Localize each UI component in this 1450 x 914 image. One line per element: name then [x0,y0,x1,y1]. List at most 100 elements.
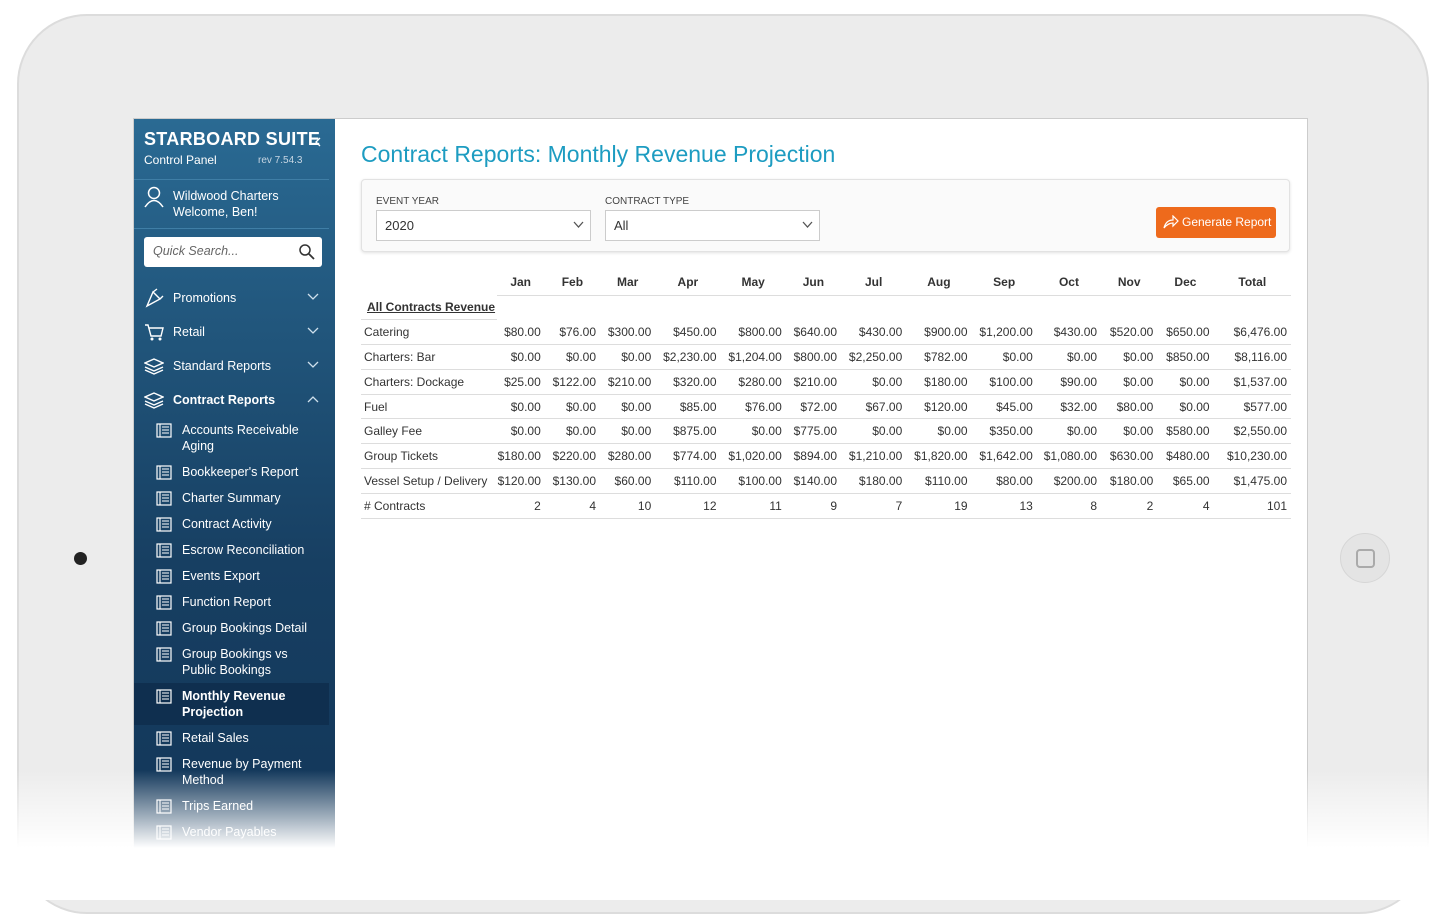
submenu-item[interactable]: Vendor Payables [134,819,329,845]
cell: 13 [971,493,1037,519]
menu-label: Promotions [173,291,237,305]
menu-label: Standard Reports [173,359,271,373]
menu: Promotions Retail Standard Reports Contract… [134,281,329,845]
submenu-item[interactable]: Group Bookings vs Public Bookings [134,641,329,683]
cell: $10,230.00 [1213,443,1291,470]
submenu-item[interactable]: Escrow Reconciliation [134,537,329,563]
cell: $2,230.00 [655,344,721,370]
column-header: Oct [1036,269,1102,296]
cell: $1,204.00 [720,344,786,370]
cell: $320.00 [655,369,721,395]
generate-button[interactable]: Generate Report [1156,207,1276,238]
cell: $1,200.00 [971,319,1037,346]
menu-item[interactable]: Retail [134,315,329,349]
search-box[interactable]: Quick Search... [144,237,322,267]
submenu-item[interactable]: Contract Activity [134,511,329,537]
cell: $0.00 [544,394,601,420]
cell: $1,020.00 [720,443,786,470]
submenu-item[interactable]: Accounts Receivable Aging [134,417,329,459]
submenu-item[interactable]: Retail Sales [134,725,329,751]
cell: $25.00 [496,369,545,395]
column-header: Apr [655,269,721,296]
cell: $0.00 [841,418,907,445]
chevron [307,396,319,403]
column-header: May [720,269,786,296]
submenu-item[interactable]: Group Bookings Detail [134,615,329,641]
column-header: Mar [600,269,656,296]
cell: $0.00 [600,418,656,445]
cell: $220.00 [544,443,601,470]
collapse-icon[interactable] [314,137,322,147]
cell: $110.00 [906,468,972,494]
table-row: Vessel Setup / Delivery $120.00 $130.00 $60… [361,468,1291,494]
cell: $280.00 [720,369,786,395]
brand[interactable]: STARBOARD SUITE [144,129,321,149]
cell: $110.00 [655,468,721,494]
cell: $0.00 [841,369,907,395]
row-label: Galley Fee [361,418,497,445]
row-label: Group Tickets [361,443,497,470]
cell: $0.00 [544,418,601,445]
column-header: Jun [785,269,842,296]
cell: $800.00 [785,344,842,370]
submenu-item[interactable]: Bookkeeper's Report [134,459,329,485]
report-icon [156,595,172,610]
cell: 11 [720,493,786,519]
cell: $120.00 [496,468,545,494]
submenu-item[interactable]: Function Report [134,589,329,615]
version: rev 7.54.3 [258,155,303,166]
cell: $80.00 [971,468,1037,494]
submenu-item[interactable]: Trips Earned [134,793,329,819]
report-table: Jan Feb Mar Apr May Jun Jul Aug Sep Oct Nov Dec Tota… [361,269,1291,519]
cell: $180.00 [906,369,972,395]
column-header: Jul [841,269,907,296]
submenu-label: Accounts Receivable Aging [182,423,299,453]
cell: $0.00 [1101,369,1158,395]
chevron [307,361,319,368]
submenu-item[interactable]: Charter Summary [134,485,329,511]
filter-label: EVENT YEAR [376,196,439,207]
table-row: Fuel $0.00 $0.00 $0.00 $85.00 $76.00 $72.00 $67… [361,394,1291,420]
cell: $0.00 [1036,418,1102,445]
submenu-label: Retail Sales [182,731,249,745]
submenu-item[interactable]: Monthly Revenue Projection [134,683,329,725]
report-icon [156,799,172,814]
chevron [307,293,319,300]
dropdown-arrow [573,221,584,228]
column-header: Aug [906,269,972,296]
cell: $45.00 [971,394,1037,420]
cell: 12 [655,493,721,519]
cell: $1,820.00 [906,443,972,470]
cell: 9 [785,493,842,519]
page-title: Contract Reports: Monthly Revenue Projec… [361,141,836,167]
report-icon [156,491,172,506]
row-label: Catering [361,319,497,346]
cell: $774.00 [655,443,721,470]
cell: $180.00 [841,468,907,494]
cell: $0.00 [496,394,545,420]
header-cell [361,269,497,295]
cell: $76.00 [720,394,786,420]
cell: $2,250.00 [841,344,907,370]
menu-item[interactable]: Contract Reports [134,383,329,417]
home-button[interactable] [1340,533,1390,583]
menu-item[interactable]: Promotions [134,281,329,315]
cell: $76.00 [544,319,601,346]
select[interactable]: 2020 [376,210,591,241]
report-icon [156,423,172,438]
cell: $200.00 [1036,468,1102,494]
cell: $0.00 [720,418,786,445]
submenu-item[interactable]: Events Export [134,563,329,589]
cell: $120.00 [906,394,972,420]
table-row: Charters: Bar $0.00 $0.00 $0.00 $2,230.00 $1,… [361,344,1291,370]
button-label: Generate Report [1182,215,1272,229]
cell: $65.00 [1157,468,1214,494]
submenu-label: Group Bookings vs Public Bookings [182,647,288,677]
submenu-item[interactable]: Revenue by Payment Method [134,751,329,793]
select[interactable]: All [605,210,820,241]
user-info[interactable]: Wildwood Charters Welcome, Ben! [134,179,329,229]
menu-item[interactable]: Standard Reports [134,349,329,383]
cell: $0.00 [1036,344,1102,370]
submenu-label: Function Report [182,595,271,609]
search-icon[interactable] [298,243,316,261]
